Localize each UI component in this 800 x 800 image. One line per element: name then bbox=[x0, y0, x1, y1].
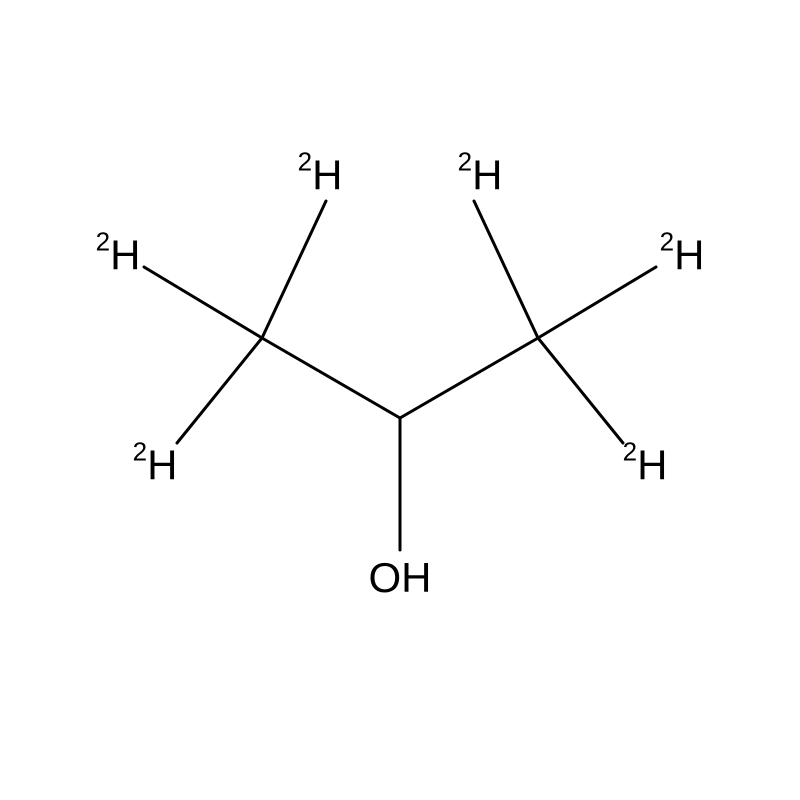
isotope-superscript: 2 bbox=[660, 227, 674, 257]
atom-label-H_bl: 2H bbox=[133, 441, 178, 490]
atom-label-H_tl: 2H bbox=[298, 151, 343, 200]
isotope-superscript: 2 bbox=[458, 147, 472, 177]
atom-symbol: H bbox=[312, 152, 342, 199]
isotope-superscript: 2 bbox=[298, 147, 312, 177]
atom-symbol: H bbox=[637, 442, 667, 489]
bond bbox=[400, 338, 538, 418]
atom-label-H_rr: 2H bbox=[660, 231, 705, 280]
bond bbox=[262, 201, 326, 338]
bond bbox=[177, 338, 262, 443]
bond bbox=[538, 338, 623, 443]
isotope-superscript: 2 bbox=[96, 227, 110, 257]
isotope-superscript: 2 bbox=[133, 437, 147, 467]
bond bbox=[474, 201, 538, 338]
atom-label-H_tr: 2H bbox=[458, 151, 503, 200]
atom-symbol: H bbox=[472, 152, 502, 199]
atom-label-H_ll: 2H bbox=[96, 231, 141, 280]
bond bbox=[538, 267, 656, 338]
atom-symbol: H bbox=[147, 442, 177, 489]
bond bbox=[144, 267, 262, 338]
molecule-canvas bbox=[0, 0, 800, 800]
atom-label-H_br: 2H bbox=[623, 441, 668, 490]
atom-label-OH: OH bbox=[369, 554, 432, 602]
isotope-superscript: 2 bbox=[623, 437, 637, 467]
atom-symbol: H bbox=[110, 232, 140, 279]
bond bbox=[262, 338, 400, 418]
atom-symbol: H bbox=[674, 232, 704, 279]
